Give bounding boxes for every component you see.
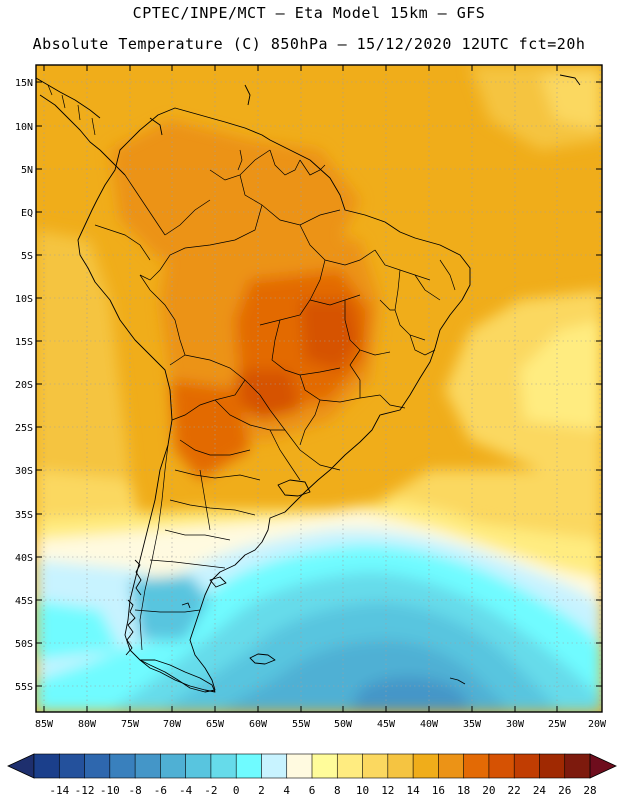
colorbar-tick-label: -12 — [75, 784, 95, 797]
country-borders — [47, 84, 456, 651]
lat-label: EQ — [21, 208, 33, 219]
temperature-field — [36, 65, 602, 712]
colorbar-swatch — [539, 753, 566, 779]
colorbar-swatch — [33, 753, 60, 779]
map-frame — [35, 64, 603, 713]
lat-label: 10N — [15, 122, 33, 133]
lat-label: 45S — [15, 596, 33, 607]
colorbar-swatch — [235, 753, 263, 779]
lat-label: 20S — [15, 380, 33, 391]
colorbar-swatch — [84, 753, 111, 779]
lon-label: 20W — [588, 719, 607, 730]
colorbar-swatch — [58, 753, 86, 779]
lon-label: 85W — [35, 719, 54, 730]
colorbar-tick-label: -14 — [49, 784, 69, 797]
colorbar-tick-label: 22 — [508, 784, 521, 797]
colorbar-tick-label: 4 — [283, 784, 290, 797]
colorbar-swatch — [513, 753, 541, 779]
colorbar-swatch — [311, 753, 338, 779]
colorbar-tick-label: 26 — [558, 784, 571, 797]
lon-label: 50W — [334, 719, 353, 730]
colorbar-tick-label: -4 — [179, 784, 193, 797]
lon-label: 65W — [206, 719, 225, 730]
lat-label: 50S — [15, 639, 33, 650]
coastlines — [36, 74, 581, 693]
lat-label: 25S — [15, 423, 33, 434]
colorbar-swatch — [463, 753, 490, 779]
lat-label: 5N — [21, 165, 33, 176]
colorbar-tick-label: 2 — [258, 784, 265, 797]
lon-label: 45W — [377, 719, 396, 730]
lat-label: 15S — [15, 337, 33, 348]
colorbar-max-arrow — [589, 753, 617, 779]
colorbar-tick-label: -10 — [100, 784, 120, 797]
colorbar-swatch — [160, 753, 187, 779]
lon-label: 80W — [78, 719, 97, 730]
colorbar-tick-label: 8 — [334, 784, 341, 797]
colorbar-swatches — [33, 753, 591, 779]
colorbar-swatch — [134, 753, 161, 779]
longitude-labels: 85W 80W 75W 70W 65W 60W 55W 50W 45W 40W … — [35, 719, 607, 730]
colorbar-swatch — [109, 753, 136, 779]
map-title-line1: CPTEC/INPE/MCT – Eta Model 15km – GFS — [132, 4, 486, 22]
lat-label: 55S — [15, 682, 33, 693]
lon-label: 40W — [420, 719, 439, 730]
colorbar-tick-label: 0 — [233, 784, 240, 797]
colorbar-tick-label: 20 — [482, 784, 495, 797]
lat-label: 35S — [15, 510, 33, 521]
colorbar-swatch — [362, 753, 389, 779]
colorbar-swatch — [336, 753, 364, 779]
colorbar-tick-label: 16 — [432, 784, 445, 797]
colorbar-swatch — [438, 753, 465, 779]
colorbar-tick-label: 18 — [457, 784, 470, 797]
colorbar-tick-label: 12 — [381, 784, 394, 797]
colorbar-swatch — [210, 753, 237, 779]
colorbar: -14 -12 -10 -8 -6 -4 -2 0 2 4 6 8 10 12 14 16 18 20 22 24 26… — [7, 753, 617, 797]
colorbar-swatch — [412, 753, 439, 779]
colorbar-tick-label: 28 — [583, 784, 596, 797]
map-title-line2: Absolute Temperature (C) 850hPa – 15/12/… — [32, 35, 586, 53]
colorbar-tick-label: 10 — [356, 784, 369, 797]
colorbar-tick-label: -6 — [154, 784, 167, 797]
colorbar-tick-label: -8 — [128, 784, 141, 797]
colorbar-swatch — [185, 753, 212, 779]
colorbar-tick-label: 14 — [406, 784, 420, 797]
colorbar-swatch — [488, 753, 515, 779]
lat-label: 30S — [15, 466, 33, 477]
colorbar-tick-label: 6 — [309, 784, 316, 797]
lon-label: 75W — [121, 719, 140, 730]
lon-label: 25W — [548, 719, 567, 730]
lat-label: 5S — [21, 251, 33, 262]
lat-label: 15N — [15, 78, 33, 89]
colorbar-swatch — [564, 753, 591, 779]
lat-label: 10S — [15, 294, 33, 305]
colorbar-tick-label: 24 — [533, 784, 547, 797]
colorbar-min-arrow — [7, 753, 35, 779]
axis-ticks — [36, 65, 602, 712]
lon-label: 70W — [163, 719, 182, 730]
lat-label: 40S — [15, 553, 33, 564]
colorbar-swatch — [286, 753, 313, 779]
colorbar-labels: -14 -12 -10 -8 -6 -4 -2 0 2 4 6 8 10 12 14 16 18 20 22 24 26… — [49, 784, 596, 797]
lon-label: 30W — [506, 719, 525, 730]
colorbar-swatch — [387, 753, 414, 779]
latitude-labels: 15N 10N 5N EQ 5S 10S 15S 20S 25S 30S 35S… — [15, 78, 33, 693]
colorbar-tick-label: -2 — [204, 784, 217, 797]
colorbar-swatch — [261, 753, 288, 779]
lon-label: 60W — [249, 719, 268, 730]
lon-label: 35W — [463, 719, 482, 730]
lon-label: 55W — [292, 719, 311, 730]
